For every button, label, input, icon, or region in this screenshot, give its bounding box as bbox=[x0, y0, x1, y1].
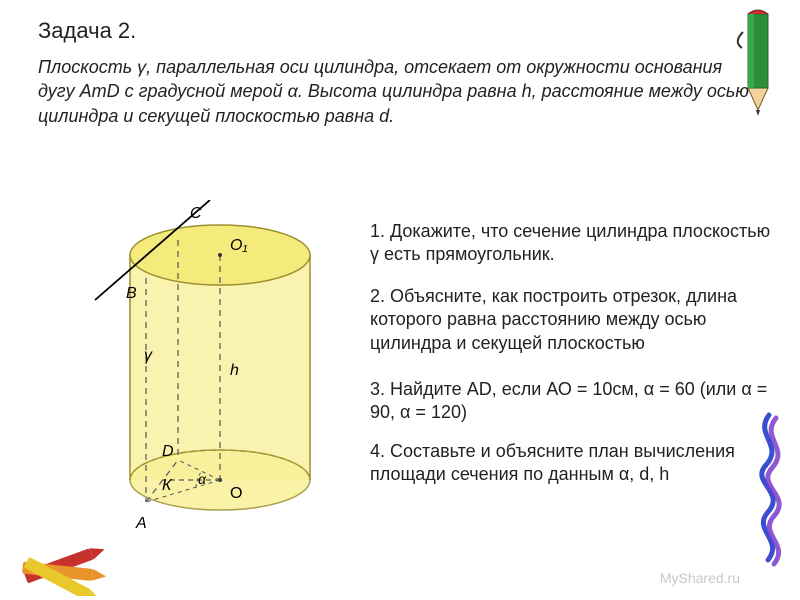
question-2: 2. Объясните, как построить отрезок, дли… bbox=[370, 285, 780, 355]
question-3: 3. Найдите AD, если АО = 10см, α = 60 (и… bbox=[370, 378, 780, 425]
crayons-icon bbox=[4, 516, 124, 596]
point-O1 bbox=[218, 253, 222, 257]
watermark: MyShared.ru bbox=[660, 570, 740, 586]
problem-statement: Плоскость γ, параллельная оси цилиндра, … bbox=[38, 55, 758, 128]
label-K: К bbox=[162, 477, 173, 494]
label-gamma: γ bbox=[144, 347, 153, 364]
label-O: О bbox=[230, 485, 242, 502]
question-4: 4. Составьте и объясните план вычисления… bbox=[370, 440, 780, 487]
label-A: А bbox=[135, 515, 147, 532]
question-1: 1. Докажите, что сечение цилиндра плоско… bbox=[370, 220, 780, 267]
label-h: h bbox=[230, 362, 239, 379]
label-D: D bbox=[162, 443, 174, 460]
pencil-icon bbox=[728, 8, 788, 118]
cylinder-diagram: h O₁ О α С В γ D К А bbox=[40, 200, 360, 570]
label-B: В bbox=[126, 285, 137, 302]
label-alpha: α bbox=[198, 471, 207, 487]
task-title: Задача 2. bbox=[38, 18, 136, 44]
scribble-icon bbox=[744, 410, 794, 570]
label-O1: O₁ bbox=[230, 237, 248, 254]
label-C: С bbox=[190, 205, 202, 222]
